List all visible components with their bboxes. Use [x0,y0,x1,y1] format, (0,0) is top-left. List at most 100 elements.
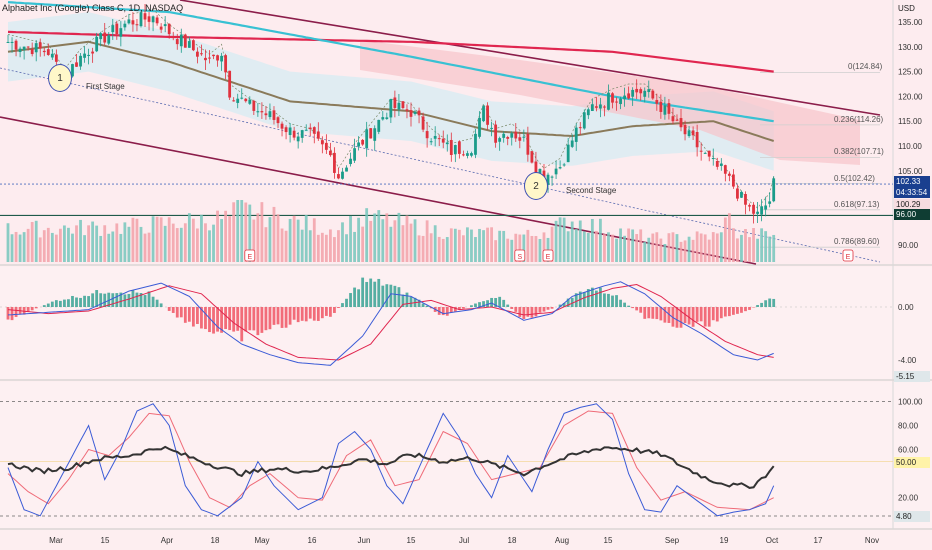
candle-body [699,150,703,152]
candle-body [457,141,461,154]
macd-hist-bar [6,307,10,320]
oscillator-pane[interactable] [0,401,893,517]
candle-body [607,92,610,110]
candle-body [224,55,228,73]
price-pane[interactable] [0,0,893,265]
macd-hist-bar [385,284,389,307]
candle-body [538,168,542,176]
macd-hist-bar [216,307,219,332]
macd-hist-bar [526,307,530,317]
candle-body [369,128,373,139]
macd-pane[interactable] [0,277,893,366]
candle-body [772,178,776,202]
macd-hist-bar [647,307,651,319]
macd-hist-bar [191,307,195,327]
volume-bar [687,236,691,262]
candle-body [361,139,365,145]
macd-hist-bar [510,307,514,309]
macd-hist-bar [679,307,683,328]
volume-bar [111,231,115,262]
volume-bar [744,229,747,262]
volume-bar [316,234,320,262]
macd-hist-bar [683,307,687,324]
x-tick-label: Oct [766,536,779,545]
volume-bar [276,214,280,262]
volume-bar [510,239,514,262]
volume-bar [441,238,445,262]
macd-hist-bar [663,307,667,323]
candle-body [292,130,296,138]
macd-hist-bar [196,307,199,324]
macd-hist-bar [393,285,397,307]
volume-bar [683,240,687,262]
volume-bar [224,210,228,262]
macd-hist-bar [425,305,429,307]
volume-bar [147,232,151,262]
volume-bar [449,228,453,262]
volume-bar [95,225,99,262]
volume-bar [578,220,582,262]
volume-bar [429,233,433,262]
macd-hist-bar [482,301,485,307]
macd-hist-bar [167,307,171,311]
candle-body [558,167,562,169]
event-badge-text-3: E [846,254,851,261]
price-tick-label: 135.00 [898,18,923,27]
macd-hist-bar [171,307,175,313]
volume-bar [550,226,554,262]
volume-bar [603,234,606,262]
macd-hist-bar [228,307,232,331]
candle-body [695,132,699,148]
candle-body [236,98,240,103]
volume-bar [631,229,635,262]
volume-bar [409,223,413,262]
volume-bar [79,219,82,262]
volume-bar [236,200,240,262]
osc-tick-label: 60.00 [898,446,919,455]
candle-body [639,89,643,94]
macd-hist-bar [651,307,655,319]
volume-bar [167,217,171,262]
volume-bar [292,215,296,262]
macd-hist-bar [175,307,179,318]
macd-hist-bar [417,299,421,307]
candle-body [179,34,183,47]
candle-body [723,165,727,174]
candle-body [377,119,381,132]
fib-label-0: 0(124.84) [848,62,883,72]
candle-body [312,127,316,134]
candle-body [232,100,236,102]
candle-body [244,98,248,102]
candle-body [530,151,534,163]
candle-body [671,116,675,122]
macd-hist-bar [30,307,34,311]
first-stage-marker[interactable]: 1 [48,64,72,92]
currency-label: USD [898,4,915,13]
volume-bar [220,219,223,262]
volume-bar [457,229,461,262]
volume-bar [131,217,135,262]
macd-hist-bar [276,307,280,325]
macd-hist-bar [187,307,191,322]
second-stage-marker[interactable]: 2 [524,172,548,200]
volume-bar [196,228,199,262]
macd-hist-bar [740,307,743,313]
macd-hist-bar [377,278,381,307]
second-stage-label: Second Stage [566,186,617,195]
macd-hist-bar [558,304,562,307]
macd-hist-bar [441,307,445,316]
candle-body [453,145,457,155]
volume-bar [486,227,489,262]
candle-body [393,97,397,108]
macd-hist-bar [478,302,481,307]
candle-body [79,55,82,67]
osc-tick-label: 80.00 [898,421,919,430]
volume-bar [63,225,66,262]
candle-body [534,161,538,174]
volume-bar [659,238,663,262]
candle-body [578,127,582,129]
volume-bar [268,217,272,262]
candle-body [260,111,264,113]
volume-bar [470,229,473,262]
